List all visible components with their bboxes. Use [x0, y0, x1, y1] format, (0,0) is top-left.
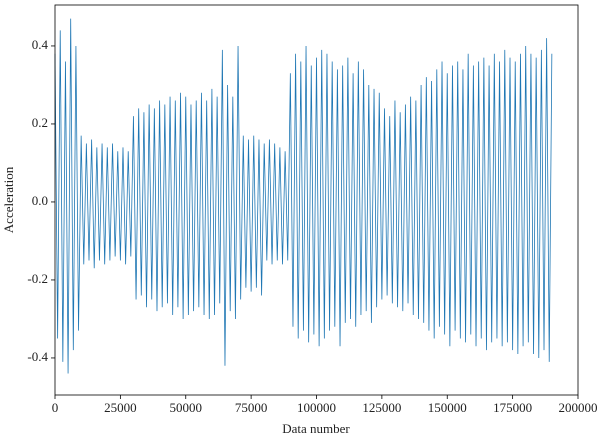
y-tick-label: -0.4 — [27, 349, 48, 364]
x-tick-label: 75000 — [235, 400, 268, 415]
x-tick-label: 25000 — [104, 400, 137, 415]
x-tick-label: 50000 — [170, 400, 203, 415]
y-tick-label: -0.2 — [27, 271, 48, 286]
y-tick-label: 0.0 — [32, 193, 48, 208]
x-tick-label: 200000 — [559, 400, 598, 415]
signal-line — [54, 18, 553, 374]
x-tick-label: 100000 — [297, 400, 336, 415]
y-tick-label: 0.4 — [32, 37, 49, 52]
x-tick-label: 150000 — [428, 400, 467, 415]
y-axis-label: Acceleration — [1, 166, 16, 233]
x-tick-label: 175000 — [493, 400, 532, 415]
y-tick-label: 0.2 — [32, 115, 48, 130]
x-tick-label: 125000 — [362, 400, 401, 415]
x-tick-label: 0 — [52, 400, 59, 415]
x-axis-label: Data number — [282, 421, 350, 436]
